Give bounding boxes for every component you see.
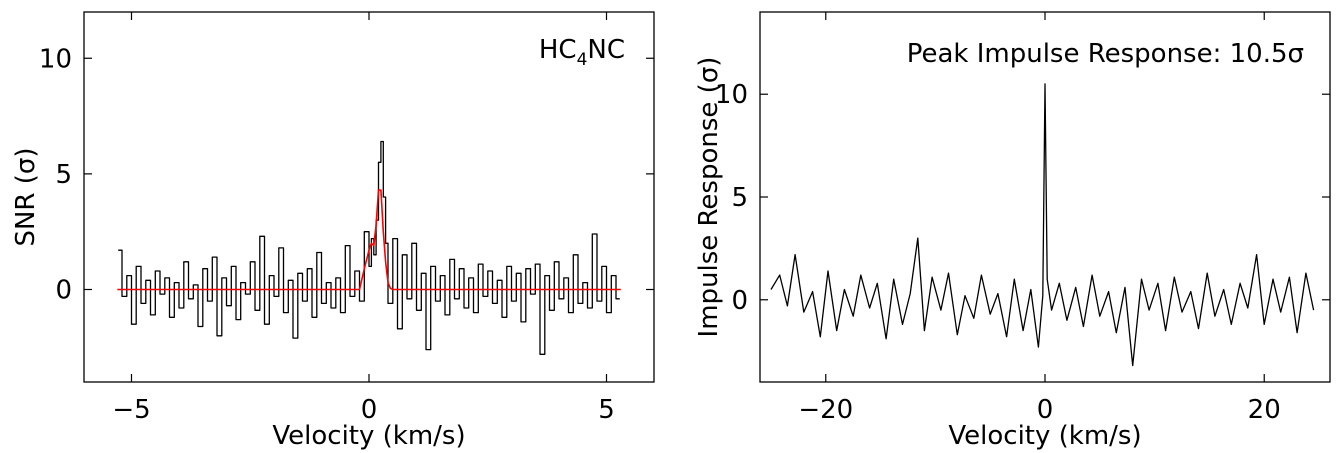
y-tick-label: 0: [731, 286, 748, 316]
molecule-label-tail: NC: [587, 35, 625, 65]
axis-ticks: −5 0 5 0 5 10: [39, 12, 654, 425]
peak-annotation: Peak Impulse Response: 10.5σ: [907, 39, 1304, 69]
y-tick-label: 0: [55, 276, 72, 306]
x-tick-label: 0: [1037, 395, 1054, 425]
y-tick-label: 5: [55, 160, 72, 190]
plot-frame: [83, 11, 655, 383]
x-axis-label: Velocity (km/s): [272, 421, 465, 451]
y-tick-label: 5: [731, 183, 748, 213]
molecule-label: HC4NC: [539, 35, 625, 70]
x-tick-label: −20: [798, 395, 853, 425]
y-axis-label: Impulse Response (σ): [694, 57, 724, 338]
snr-chart-panel: −5 0 5 0 5 10 HC4NC Velocity (km/s) SNR (σ): [11, 11, 655, 451]
x-tick-label: 0: [361, 395, 378, 425]
series-line-1: [770, 83, 1315, 367]
y-tick-label: 10: [39, 44, 72, 74]
series-line-1: [118, 140, 620, 355]
x-tick-label: 20: [1248, 395, 1281, 425]
x-tick-label: 5: [598, 395, 615, 425]
y-axis-label: SNR (σ): [11, 147, 41, 246]
series-group: [117, 140, 621, 355]
x-axis-label: Velocity (km/s): [948, 421, 1141, 451]
molecule-label-subscript: 4: [577, 50, 588, 70]
x-tick-label: −5: [112, 395, 150, 425]
series-line-2: [117, 189, 621, 291]
axis-ticks: −20 0 20 0 5 10: [715, 12, 1330, 425]
molecule-label-main: HC: [539, 35, 577, 65]
series-group: [770, 83, 1315, 367]
y-tick-label: 10: [715, 80, 748, 110]
